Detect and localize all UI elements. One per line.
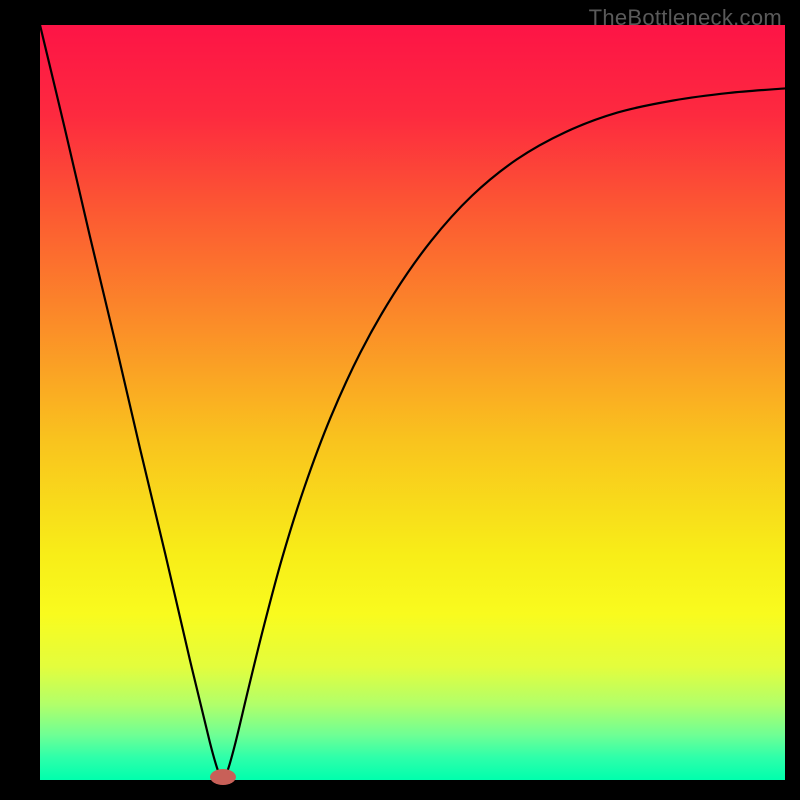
optimum-marker (210, 769, 236, 785)
plot-area (40, 25, 785, 780)
chart-stage: TheBottleneck.com (0, 0, 800, 800)
bottleneck-curve (40, 25, 785, 780)
watermark-text: TheBottleneck.com (589, 5, 782, 31)
bottleneck-curve-path (40, 25, 785, 780)
